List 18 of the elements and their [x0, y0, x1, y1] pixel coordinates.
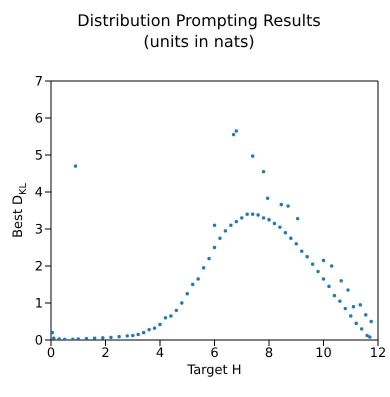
y-tick-label: 4 [34, 186, 43, 201]
y-tick-label: 5 [34, 148, 43, 164]
x-tick-label: 10 [315, 346, 332, 362]
x-tick-label: 2 [101, 346, 110, 362]
y-tick-label: 2 [34, 260, 43, 275]
x-tick-label: 8 [264, 346, 274, 362]
x-tick-label: 6 [210, 346, 219, 362]
y-tick-label: 7 [34, 74, 43, 90]
x-axis-title: Target H [186, 363, 242, 378]
x-tick-label: 0 [46, 346, 56, 362]
y-tick-label: 1 [34, 296, 43, 312]
y-tick-label: 6 [34, 112, 43, 127]
chart-subtitle: (units in nats) [142, 31, 256, 52]
y-tick-label: 0 [34, 334, 43, 349]
y-tick-label: 3 [34, 222, 43, 238]
chart-title: Distribution Prompting Results [76, 10, 322, 31]
x-tick-label: 4 [156, 346, 164, 362]
x-tick-label: 12 [370, 346, 386, 362]
